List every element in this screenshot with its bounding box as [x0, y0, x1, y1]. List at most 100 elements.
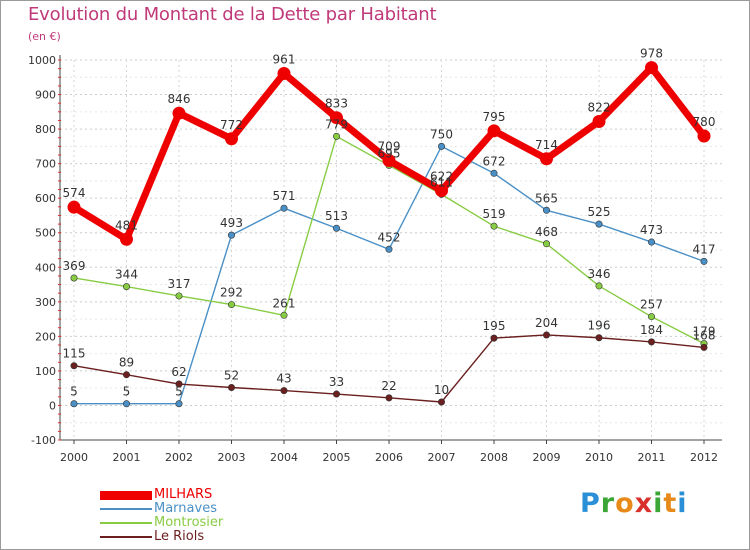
data-point: [120, 232, 133, 246]
data-point: [277, 66, 291, 80]
data-label: 525: [588, 205, 611, 219]
chart-unit: (en €): [28, 30, 61, 43]
x-tick-label: 2005: [323, 451, 351, 464]
data-point: [542, 206, 550, 214]
data-point: [385, 245, 393, 253]
data-label: 204: [535, 316, 558, 330]
data-label: 565: [535, 191, 558, 205]
legend-label: MILHARS: [154, 487, 213, 502]
legend-swatch: [100, 536, 152, 538]
x-tick-label: 2010: [585, 451, 613, 464]
y-tick-label: 300: [35, 296, 56, 309]
x-tick-label: 2001: [113, 451, 141, 464]
data-point: [332, 390, 340, 398]
data-label: 513: [325, 209, 348, 223]
logo-letter: i: [677, 488, 688, 519]
x-tick-label: 2000: [60, 451, 88, 464]
legend-swatch: [100, 490, 152, 500]
data-point: [172, 106, 186, 120]
legend-item-milhars: MILHARS: [100, 488, 212, 502]
data-point: [70, 274, 78, 282]
data-label: 473: [640, 223, 663, 237]
data-label: 346: [588, 267, 611, 281]
data-point: [175, 292, 183, 300]
data-point: [647, 238, 655, 246]
x-tick-label: 2012: [690, 451, 718, 464]
data-point: [228, 301, 236, 309]
data-point: [700, 257, 708, 265]
legend-swatch: [100, 522, 152, 524]
data-label: 468: [535, 225, 558, 239]
legend-label: Le Riols: [154, 529, 205, 544]
data-point: [175, 400, 183, 408]
data-point: [595, 334, 603, 342]
data-point: [332, 224, 340, 232]
data-label: 195: [483, 319, 506, 333]
x-tick-label: 2004: [270, 451, 298, 464]
data-label: 961: [273, 52, 296, 66]
data-label: 574: [63, 186, 86, 200]
logo-letter: P: [580, 488, 601, 519]
data-label: 344: [115, 268, 138, 282]
data-label: 369: [63, 259, 86, 273]
data-label: 257: [640, 298, 663, 312]
y-tick-label: 0: [49, 399, 56, 412]
data-label: 10: [434, 383, 449, 397]
data-point: [490, 334, 498, 342]
data-label: 168: [693, 328, 716, 342]
y-tick-label: 600: [35, 192, 56, 205]
data-label: 846: [168, 92, 191, 106]
x-tick-label: 2002: [165, 451, 193, 464]
data-point: [595, 282, 603, 290]
data-point: [123, 400, 131, 408]
data-point: [280, 387, 288, 395]
data-point: [592, 114, 606, 128]
data-label: 317: [168, 277, 191, 291]
data-point: [70, 400, 78, 408]
data-labels: 574 481 846 772 961 833 709 622 795 714 822 978 780 5…: [63, 47, 716, 399]
data-point: [175, 380, 183, 388]
data-point: [382, 154, 396, 168]
data-point: [490, 169, 498, 177]
data-label: 822: [588, 100, 611, 114]
proxiti-logo: Proxiti: [580, 488, 688, 519]
data-label: 5: [175, 385, 183, 399]
data-point: [490, 222, 498, 230]
legend-label: Montrosier: [154, 515, 224, 530]
data-label: 571: [273, 189, 296, 203]
data-label: 261: [273, 296, 296, 310]
data-label: 709: [378, 140, 401, 154]
data-point: [228, 231, 236, 239]
data-label: 22: [381, 379, 396, 393]
y-tick-label: 700: [35, 158, 56, 171]
data-point: [70, 362, 78, 370]
series-marnaves: [70, 142, 708, 408]
data-label: 493: [220, 216, 243, 230]
x-tick-label: 2003: [218, 451, 246, 464]
x-tick-label: 2006: [375, 451, 403, 464]
data-point: [123, 283, 131, 291]
data-point: [540, 152, 553, 166]
data-point: [332, 132, 340, 140]
data-point: [487, 124, 501, 138]
data-label: 196: [588, 319, 611, 333]
data-point: [647, 338, 655, 346]
x-tick-label: 2007: [428, 451, 456, 464]
data-label: 52: [224, 368, 239, 382]
data-label: 833: [325, 97, 348, 111]
data-point: [595, 220, 603, 228]
data-point: [225, 132, 238, 146]
series-milhars: [67, 61, 711, 246]
y-tick-label: 1000: [28, 54, 56, 67]
logo-letter: x: [634, 488, 654, 519]
legend-label: Marnaves: [154, 501, 217, 516]
data-label: 43: [276, 372, 291, 386]
x-tick-label: 2011: [638, 451, 666, 464]
data-label: 452: [378, 230, 401, 244]
x-tick-label: 2008: [480, 451, 508, 464]
logo-letter: t: [663, 488, 678, 519]
data-point: [435, 184, 448, 198]
y-tick-label: 100: [35, 365, 56, 378]
data-label: 33: [329, 375, 344, 389]
series-le-riols: [70, 331, 708, 406]
